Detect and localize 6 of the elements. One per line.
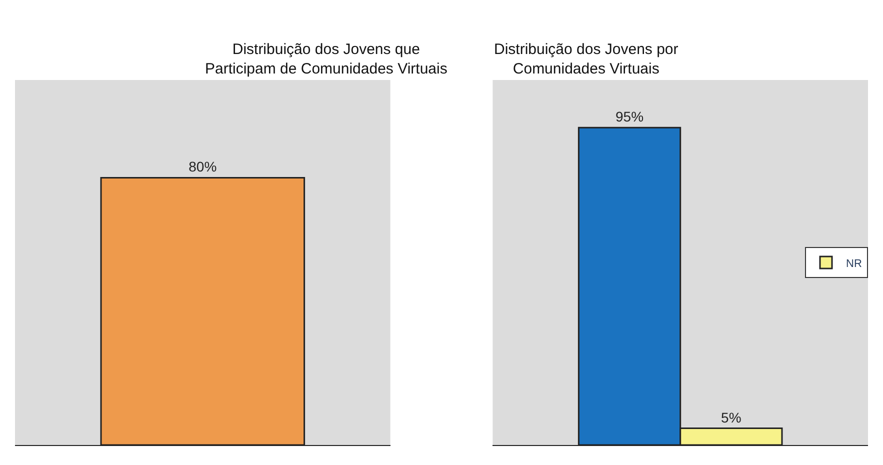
chart-title: Distribuição dos Jovens que Participam de Comunidades Virtuais [205,41,448,78]
legend-label: NR [846,258,862,270]
data-label: 95% [616,108,644,125]
data-label: 5% [721,409,742,426]
data-label: 80% [188,158,217,175]
chart-title: Distribuição dos Jovens por Comunidades Virtuais [494,41,678,78]
